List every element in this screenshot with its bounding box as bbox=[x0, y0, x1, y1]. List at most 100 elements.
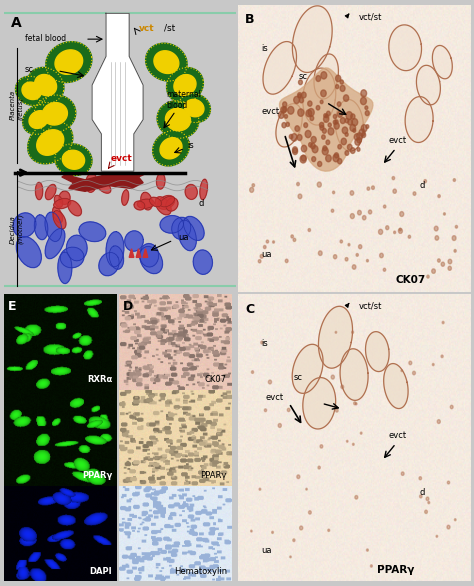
Polygon shape bbox=[174, 74, 196, 96]
Polygon shape bbox=[140, 244, 159, 267]
Circle shape bbox=[432, 363, 434, 366]
Circle shape bbox=[311, 137, 316, 143]
Polygon shape bbox=[389, 25, 421, 71]
Circle shape bbox=[432, 269, 435, 274]
Circle shape bbox=[365, 111, 369, 115]
Polygon shape bbox=[146, 43, 187, 81]
Circle shape bbox=[350, 190, 354, 195]
Polygon shape bbox=[68, 200, 82, 216]
Circle shape bbox=[301, 155, 306, 161]
Circle shape bbox=[258, 260, 261, 263]
Circle shape bbox=[300, 155, 306, 163]
Polygon shape bbox=[34, 215, 48, 240]
Polygon shape bbox=[156, 173, 165, 189]
Circle shape bbox=[333, 154, 339, 162]
Text: ua: ua bbox=[178, 233, 189, 242]
Polygon shape bbox=[13, 213, 36, 237]
Circle shape bbox=[310, 116, 314, 121]
Circle shape bbox=[304, 123, 308, 128]
Circle shape bbox=[354, 134, 359, 140]
Circle shape bbox=[386, 226, 389, 230]
Circle shape bbox=[448, 266, 451, 270]
Circle shape bbox=[350, 124, 356, 131]
Polygon shape bbox=[154, 51, 179, 73]
Circle shape bbox=[272, 532, 273, 533]
Text: blood: blood bbox=[166, 101, 188, 110]
Circle shape bbox=[444, 213, 446, 215]
Text: Hematoxylin: Hematoxylin bbox=[173, 567, 227, 575]
Circle shape bbox=[436, 536, 438, 537]
Circle shape bbox=[345, 132, 348, 137]
Polygon shape bbox=[405, 97, 433, 142]
Circle shape bbox=[284, 114, 288, 118]
Text: d: d bbox=[419, 182, 425, 190]
Polygon shape bbox=[16, 237, 41, 268]
Polygon shape bbox=[166, 67, 203, 103]
Circle shape bbox=[336, 409, 338, 412]
Circle shape bbox=[264, 246, 266, 248]
Circle shape bbox=[278, 111, 284, 118]
Text: is: is bbox=[261, 339, 268, 348]
Circle shape bbox=[318, 466, 320, 469]
Circle shape bbox=[355, 496, 358, 499]
Circle shape bbox=[334, 122, 339, 129]
Circle shape bbox=[251, 530, 252, 532]
Circle shape bbox=[380, 253, 383, 258]
Text: vct/st: vct/st bbox=[359, 302, 382, 311]
Circle shape bbox=[301, 92, 306, 98]
Circle shape bbox=[283, 107, 287, 112]
Polygon shape bbox=[160, 196, 174, 207]
Circle shape bbox=[361, 97, 366, 105]
Circle shape bbox=[379, 229, 383, 234]
Circle shape bbox=[419, 476, 421, 480]
Polygon shape bbox=[292, 6, 332, 73]
Circle shape bbox=[318, 161, 322, 166]
Text: evct: evct bbox=[266, 393, 284, 403]
Circle shape bbox=[293, 539, 295, 541]
Circle shape bbox=[456, 226, 457, 228]
Circle shape bbox=[352, 265, 356, 269]
Circle shape bbox=[287, 408, 290, 411]
Circle shape bbox=[392, 176, 395, 180]
Circle shape bbox=[408, 235, 410, 239]
Circle shape bbox=[322, 135, 325, 139]
Circle shape bbox=[308, 108, 314, 116]
Circle shape bbox=[321, 71, 327, 79]
Circle shape bbox=[356, 254, 358, 256]
Circle shape bbox=[331, 375, 334, 379]
Text: DAPI: DAPI bbox=[90, 567, 112, 575]
Circle shape bbox=[298, 94, 301, 98]
Circle shape bbox=[350, 148, 355, 154]
Circle shape bbox=[308, 101, 312, 106]
Circle shape bbox=[341, 385, 344, 389]
Circle shape bbox=[322, 128, 327, 133]
Circle shape bbox=[346, 440, 348, 442]
Circle shape bbox=[309, 142, 312, 147]
Circle shape bbox=[367, 187, 370, 190]
Text: sc: sc bbox=[298, 72, 307, 81]
Circle shape bbox=[317, 182, 321, 187]
Circle shape bbox=[326, 140, 330, 145]
Text: /st: /st bbox=[164, 23, 175, 33]
Polygon shape bbox=[29, 111, 48, 128]
Text: d: d bbox=[419, 488, 425, 497]
Circle shape bbox=[326, 155, 331, 162]
Circle shape bbox=[438, 195, 440, 197]
Polygon shape bbox=[178, 94, 210, 122]
Circle shape bbox=[368, 210, 372, 214]
Polygon shape bbox=[22, 82, 41, 100]
Circle shape bbox=[355, 139, 360, 145]
Circle shape bbox=[328, 529, 329, 532]
Circle shape bbox=[283, 102, 287, 107]
Circle shape bbox=[382, 565, 383, 567]
Text: CK07: CK07 bbox=[396, 275, 426, 285]
Polygon shape bbox=[184, 100, 204, 117]
Circle shape bbox=[306, 110, 312, 117]
Text: sc: sc bbox=[25, 65, 34, 74]
Circle shape bbox=[282, 122, 286, 128]
Circle shape bbox=[351, 114, 355, 119]
Polygon shape bbox=[53, 210, 66, 229]
Circle shape bbox=[341, 138, 346, 145]
Text: evct: evct bbox=[389, 135, 407, 145]
Polygon shape bbox=[66, 235, 87, 261]
